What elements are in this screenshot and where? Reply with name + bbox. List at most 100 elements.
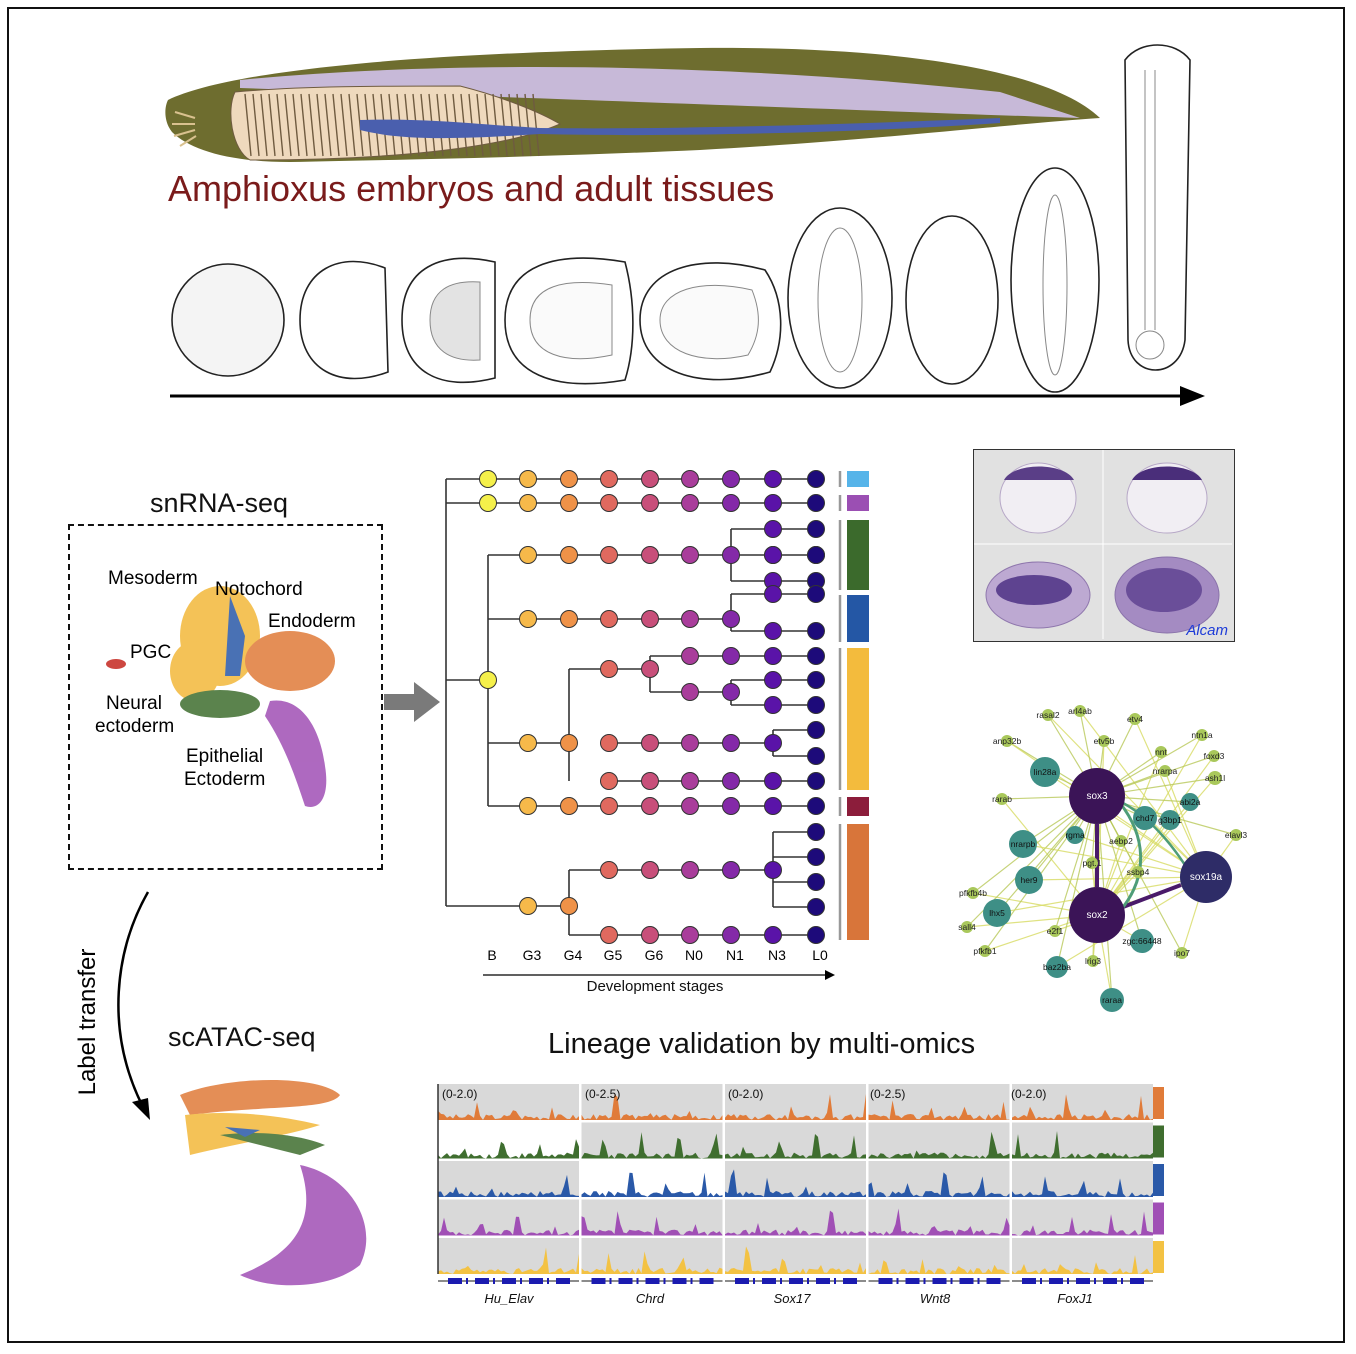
network-node-label: rasal2	[1036, 710, 1059, 720]
tree-node	[641, 610, 659, 628]
network-node	[1015, 866, 1043, 894]
track-cell	[1012, 1122, 1153, 1159]
tree-node	[807, 696, 825, 714]
tree-node	[681, 861, 699, 879]
network-node	[1132, 866, 1144, 878]
tree-node	[681, 797, 699, 815]
network-node	[1069, 887, 1125, 943]
lineage-color-bar	[847, 520, 869, 590]
ish-image-grid	[974, 450, 1232, 639]
label-transfer-arrow	[117, 891, 150, 1120]
network-node-label: lin28a	[1034, 767, 1057, 777]
tree-node	[600, 797, 618, 815]
tree-node	[807, 823, 825, 841]
accessibility-peak	[581, 1132, 723, 1159]
track-cell	[868, 1199, 1010, 1236]
multiomics-title: Lineage validation by multi-omics	[548, 1028, 976, 1060]
network-node	[1100, 988, 1124, 1012]
tree-node	[560, 734, 578, 752]
track-cell	[725, 1161, 866, 1197]
label-transfer-text: Label transfer	[74, 948, 101, 1096]
lineage-color-bar	[847, 648, 869, 790]
tree-node	[764, 926, 782, 944]
tree-node	[600, 494, 618, 512]
network-node-label: arl4ab	[1068, 706, 1092, 716]
tree-node	[641, 734, 659, 752]
track-cell	[438, 1084, 579, 1120]
accessibility-peak	[868, 1259, 1010, 1274]
network-node	[1176, 947, 1188, 959]
network-node	[1087, 955, 1099, 967]
accessibility-peak	[581, 1094, 723, 1120]
tree-node	[722, 647, 740, 665]
tree-node	[722, 610, 740, 628]
network-node	[1049, 925, 1061, 937]
accessibility-peak	[725, 1169, 866, 1197]
network-node-label: foxd3	[1204, 751, 1225, 761]
track-cell	[1012, 1238, 1153, 1274]
tree-node	[681, 683, 699, 701]
tree-node	[600, 470, 618, 488]
tree-node	[764, 734, 782, 752]
accessibility-peak	[725, 1210, 866, 1236]
accessibility-peak	[868, 1172, 1010, 1197]
tree-node	[600, 734, 618, 752]
accessibility-peak	[581, 1172, 723, 1197]
stage-tick-label: B	[487, 947, 496, 963]
network-node	[1001, 735, 1013, 747]
stage-tick-label: G4	[564, 947, 583, 963]
tree-node	[807, 797, 825, 815]
track-color-bar	[1153, 1164, 1164, 1196]
accessibility-peak	[868, 1100, 1010, 1120]
accessibility-peak	[1012, 1255, 1153, 1274]
network-node-label: ssbp4	[1127, 867, 1150, 877]
accessibility-peak	[438, 1174, 579, 1197]
tree-node	[807, 470, 825, 488]
accessibility-peak	[725, 1246, 866, 1274]
tree-node	[722, 494, 740, 512]
tree-node	[764, 797, 782, 815]
network-node	[1130, 929, 1154, 953]
accessibility-peak	[1012, 1211, 1153, 1236]
track-cell	[868, 1122, 1010, 1159]
network-node	[1129, 713, 1141, 725]
tree-node	[681, 470, 699, 488]
tree-node	[807, 898, 825, 916]
tree-node	[807, 848, 825, 866]
network-node	[1208, 750, 1220, 762]
network-node	[1230, 829, 1242, 841]
accessibility-peak	[581, 1211, 723, 1236]
track-color-bar	[1153, 1125, 1164, 1158]
tree-node	[764, 861, 782, 879]
network-node-label: ash1l	[1205, 773, 1225, 783]
snrna-title: snRNA-seq	[150, 488, 289, 518]
stage-tick-label: L0	[812, 947, 828, 963]
tree-node	[764, 696, 782, 714]
network-node-label: chd7	[1136, 813, 1155, 823]
accessibility-peak	[725, 1134, 866, 1159]
track-cell	[1012, 1199, 1153, 1236]
umap-label-epithelial-ectoderm: Ectoderm	[184, 769, 266, 790]
tree-node	[807, 520, 825, 538]
umap-label-neural: Neural	[106, 693, 162, 714]
track-scale-5: (0-2.0)	[1011, 1087, 1047, 1101]
stage-tick-label: G3	[523, 947, 542, 963]
gene-regulatory-network: rasal2 arl4ab etv4 anp32b etv5b nnt ntn1a foxd3…	[958, 705, 1247, 1012]
tree-node	[641, 470, 659, 488]
tree-node	[560, 797, 578, 815]
network-node	[1086, 857, 1098, 869]
track-cell	[438, 1122, 579, 1159]
network-node-label: lhx5	[989, 908, 1005, 918]
accessibility-peak	[1012, 1130, 1153, 1159]
tree-node	[764, 772, 782, 790]
accessibility-peak	[868, 1131, 1010, 1159]
page-title: Amphioxus embryos and adult tissues	[168, 168, 775, 209]
tree-node	[560, 610, 578, 628]
tree-node	[600, 861, 618, 879]
track-cell	[581, 1084, 723, 1120]
umap-label-epithelial: Epithelial	[186, 746, 264, 767]
tree-node	[560, 897, 578, 915]
tree-node	[600, 660, 618, 678]
network-node-label: aebp2	[1109, 836, 1133, 846]
track-cell	[438, 1238, 579, 1274]
